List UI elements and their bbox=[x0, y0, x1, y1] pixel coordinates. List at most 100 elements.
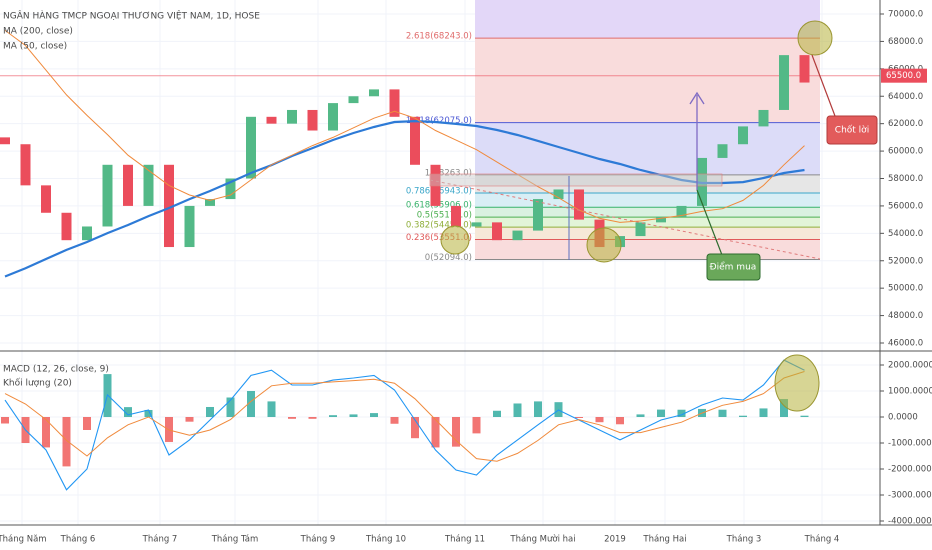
y-tick-label: 54000.0 bbox=[888, 229, 923, 239]
y-tick-label: -1000.0000 bbox=[888, 439, 932, 449]
callout-text: Điểm mua bbox=[710, 262, 757, 273]
candle bbox=[287, 109, 297, 124]
callout-pointer bbox=[696, 189, 723, 256]
fib-label: 0.382(54450.0) bbox=[406, 221, 472, 231]
macd-histogram-bar bbox=[206, 406, 214, 417]
macd-histogram-bar bbox=[42, 417, 50, 448]
macd-histogram-bar bbox=[124, 407, 132, 417]
candle bbox=[512, 230, 523, 241]
indicator-line bbox=[4, 359, 805, 491]
y-tick-label: 52000.0 bbox=[888, 256, 923, 266]
candle bbox=[246, 116, 256, 179]
macd-histogram-bar bbox=[349, 414, 358, 417]
macd-histogram-bar bbox=[800, 415, 809, 417]
y-tick-label: 60000.0 bbox=[888, 147, 923, 157]
fib-label: 0(52094.0) bbox=[425, 253, 472, 263]
x-tick-label: Tháng Năm bbox=[0, 535, 47, 545]
candle bbox=[0, 137, 10, 145]
x-tick-label: Tháng 7 bbox=[142, 535, 178, 545]
fib-label: 0.236(53551.0) bbox=[406, 233, 472, 243]
macd-histogram-bar bbox=[226, 397, 235, 417]
x-tick-label: Tháng Hai bbox=[642, 535, 686, 545]
chart-title: NGÂN HÀNG TMCP NGOẠI THƯƠNG VIỆT NAM, 1D… bbox=[3, 10, 260, 22]
fib-zone bbox=[475, 0, 820, 39]
candle bbox=[656, 216, 666, 223]
y-tick-label: 64000.0 bbox=[888, 92, 923, 102]
macd-histogram-bar bbox=[288, 417, 296, 419]
candle bbox=[635, 222, 646, 237]
candle bbox=[41, 185, 51, 213]
candle bbox=[738, 126, 748, 145]
macd-histogram-bar bbox=[534, 401, 542, 417]
candle bbox=[164, 164, 174, 248]
candle bbox=[184, 205, 195, 248]
fib-label: 0.5(55178.0) bbox=[417, 211, 472, 221]
callout-box bbox=[826, 115, 878, 145]
candle bbox=[574, 189, 584, 220]
macd-histogram-bar bbox=[759, 408, 768, 417]
y-tick-label: 0.0000 bbox=[888, 413, 918, 423]
macd-histogram-bar bbox=[185, 417, 194, 422]
macd-histogram-bar bbox=[62, 417, 71, 467]
fib-zone bbox=[475, 207, 820, 218]
candle bbox=[266, 116, 277, 124]
macd-histogram-bar bbox=[308, 417, 317, 419]
y-tick-label: 2000.0000 bbox=[888, 361, 932, 371]
highlight-circle bbox=[774, 354, 820, 412]
candle bbox=[758, 109, 769, 127]
candle bbox=[492, 222, 502, 241]
macd-histogram-bar bbox=[1, 417, 9, 424]
highlight-circle bbox=[440, 225, 470, 255]
candle bbox=[82, 226, 92, 241]
x-tick-label: Tháng 10 bbox=[365, 535, 406, 545]
target-arrow-head bbox=[689, 91, 705, 105]
candle bbox=[410, 116, 420, 165]
y-tick-label: 50000.0 bbox=[888, 284, 923, 294]
macd-histogram-bar bbox=[595, 417, 604, 423]
y-tick-label: 46000.0 bbox=[888, 339, 923, 349]
x-tick-label: 2019 bbox=[604, 535, 626, 545]
fib-zone bbox=[475, 122, 820, 175]
last-price-box bbox=[881, 68, 927, 83]
indicator-line bbox=[4, 119, 805, 278]
macd-histogram-bar bbox=[575, 417, 583, 418]
y-tick-label: 58000.0 bbox=[888, 174, 923, 184]
y-tick-label: 68000.0 bbox=[888, 37, 923, 47]
x-tick-label: Tháng 11 bbox=[444, 535, 485, 545]
x-tick-label: Tháng Mười hai bbox=[509, 534, 575, 545]
callout-pointer bbox=[811, 54, 836, 117]
fib-label: 2.618(68243.0) bbox=[406, 32, 472, 42]
candle bbox=[430, 164, 441, 206]
candle bbox=[471, 222, 482, 227]
candle bbox=[143, 164, 154, 206]
macd-histogram-bar bbox=[411, 417, 419, 439]
y-tick-label: 1000.0000 bbox=[888, 387, 932, 397]
macd-histogram-bar bbox=[657, 409, 665, 417]
macd-histogram-bar bbox=[616, 417, 624, 425]
candle bbox=[717, 144, 728, 158]
candle bbox=[676, 205, 687, 217]
fib-zone bbox=[475, 38, 820, 123]
indicator-line bbox=[4, 29, 805, 223]
candle bbox=[205, 199, 215, 206]
legend-ma200: MA (200, close) bbox=[3, 27, 73, 37]
macd-histogram-bar bbox=[452, 417, 460, 447]
last-price-label: 65500.0 bbox=[886, 71, 921, 81]
fib-zone bbox=[475, 174, 820, 193]
candle bbox=[389, 89, 400, 117]
axes: 70000.068000.066000.064000.062000.060000… bbox=[0, 10, 932, 545]
macd-histogram-bar bbox=[718, 409, 727, 417]
callout-box bbox=[706, 253, 761, 281]
macd-histogram-bar bbox=[636, 414, 645, 417]
candle bbox=[102, 164, 113, 227]
candle bbox=[533, 199, 543, 231]
macd-histogram-bar bbox=[329, 415, 337, 417]
candle bbox=[225, 178, 236, 200]
y-tick-label: 48000.0 bbox=[888, 311, 923, 321]
x-tick-label: Tháng 6 bbox=[60, 535, 96, 545]
candle bbox=[799, 55, 810, 83]
trend-line bbox=[429, 179, 821, 260]
fib-zone bbox=[475, 227, 820, 240]
candle bbox=[779, 55, 789, 110]
